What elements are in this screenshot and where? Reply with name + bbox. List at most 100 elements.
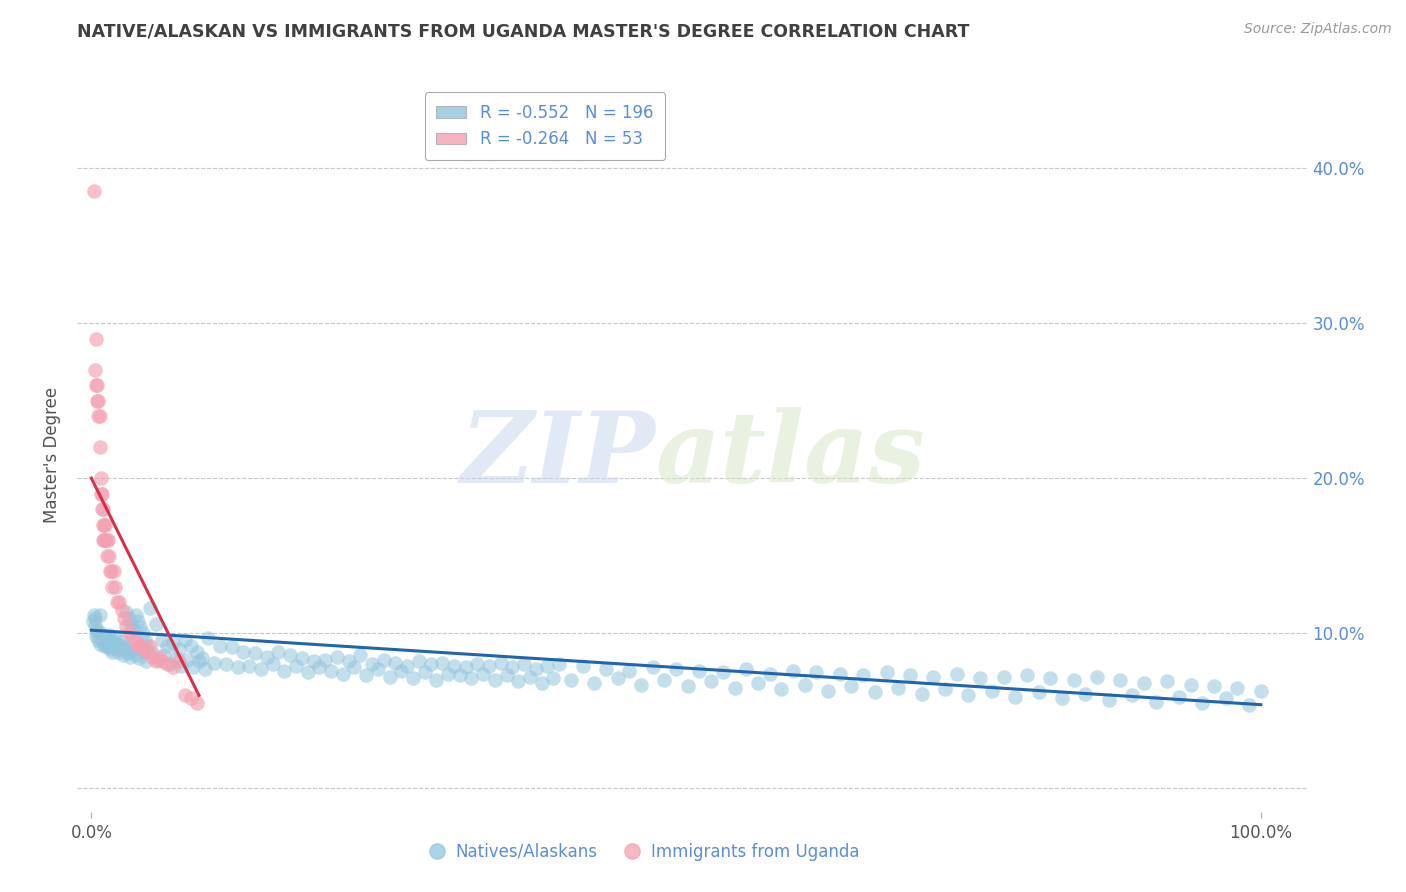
Point — [396, 659, 419, 673]
Point — [146, 653, 169, 667]
Point — [291, 651, 314, 665]
Point — [337, 654, 360, 668]
Point — [86, 626, 108, 640]
Point — [278, 648, 301, 662]
Point — [100, 639, 122, 653]
Point — [389, 664, 412, 678]
Point — [127, 614, 149, 628]
Point — [87, 393, 110, 408]
Point — [1098, 693, 1121, 707]
Point — [94, 629, 117, 643]
Point — [97, 640, 120, 655]
Point — [136, 639, 159, 653]
Point — [90, 486, 112, 500]
Point — [1004, 690, 1026, 704]
Point — [250, 662, 273, 676]
Point — [150, 632, 173, 647]
Point — [676, 679, 699, 693]
Point — [153, 648, 176, 662]
Point — [571, 659, 593, 673]
Point — [86, 393, 108, 408]
Point — [96, 635, 118, 649]
Point — [484, 673, 506, 687]
Point — [128, 651, 150, 665]
Point — [101, 580, 124, 594]
Point — [747, 676, 769, 690]
Point — [134, 632, 156, 647]
Point — [132, 645, 155, 659]
Point — [98, 632, 121, 647]
Point — [145, 654, 167, 668]
Point — [297, 665, 319, 679]
Point — [170, 659, 193, 673]
Point — [898, 668, 921, 682]
Point — [449, 668, 471, 682]
Point — [1156, 674, 1178, 689]
Point — [841, 679, 863, 693]
Point — [378, 670, 401, 684]
Point — [828, 666, 851, 681]
Point — [97, 628, 120, 642]
Point — [121, 629, 143, 643]
Point — [641, 660, 664, 674]
Point — [87, 409, 110, 424]
Point — [1180, 677, 1202, 691]
Point — [723, 681, 745, 695]
Point — [1015, 668, 1038, 682]
Point — [302, 654, 325, 668]
Point — [118, 626, 141, 640]
Point — [1085, 670, 1108, 684]
Point — [1191, 696, 1213, 710]
Point — [194, 662, 217, 676]
Point — [1050, 691, 1073, 706]
Point — [84, 378, 107, 392]
Point — [863, 685, 886, 699]
Point — [90, 486, 112, 500]
Point — [132, 641, 155, 656]
Point — [125, 607, 148, 622]
Point — [560, 673, 582, 687]
Point — [162, 635, 184, 649]
Point — [373, 653, 395, 667]
Point — [129, 620, 152, 634]
Point — [103, 564, 125, 578]
Point — [402, 671, 425, 685]
Point — [793, 677, 815, 691]
Point — [226, 660, 249, 674]
Point — [197, 631, 219, 645]
Point — [319, 664, 342, 678]
Point — [83, 618, 105, 632]
Point — [127, 639, 149, 653]
Point — [425, 673, 447, 687]
Point — [367, 662, 389, 676]
Point — [665, 662, 688, 676]
Point — [343, 660, 366, 674]
Point — [115, 605, 138, 619]
Point — [145, 617, 167, 632]
Point — [495, 668, 517, 682]
Point — [202, 656, 225, 670]
Point — [993, 670, 1015, 684]
Point — [117, 647, 139, 661]
Point — [630, 677, 652, 691]
Point — [93, 629, 115, 643]
Point — [208, 639, 231, 653]
Point — [1202, 679, 1225, 693]
Point — [97, 634, 120, 648]
Point — [957, 689, 980, 703]
Point — [105, 637, 128, 651]
Point — [1144, 695, 1167, 709]
Point — [108, 595, 131, 609]
Point — [112, 611, 135, 625]
Point — [120, 617, 142, 632]
Point — [103, 635, 125, 649]
Point — [922, 670, 945, 684]
Point — [89, 637, 111, 651]
Text: Source: ZipAtlas.com: Source: ZipAtlas.com — [1244, 22, 1392, 37]
Point — [180, 691, 202, 706]
Point — [181, 660, 204, 674]
Point — [501, 660, 523, 674]
Point — [354, 668, 377, 682]
Point — [969, 671, 991, 685]
Point — [93, 517, 115, 532]
